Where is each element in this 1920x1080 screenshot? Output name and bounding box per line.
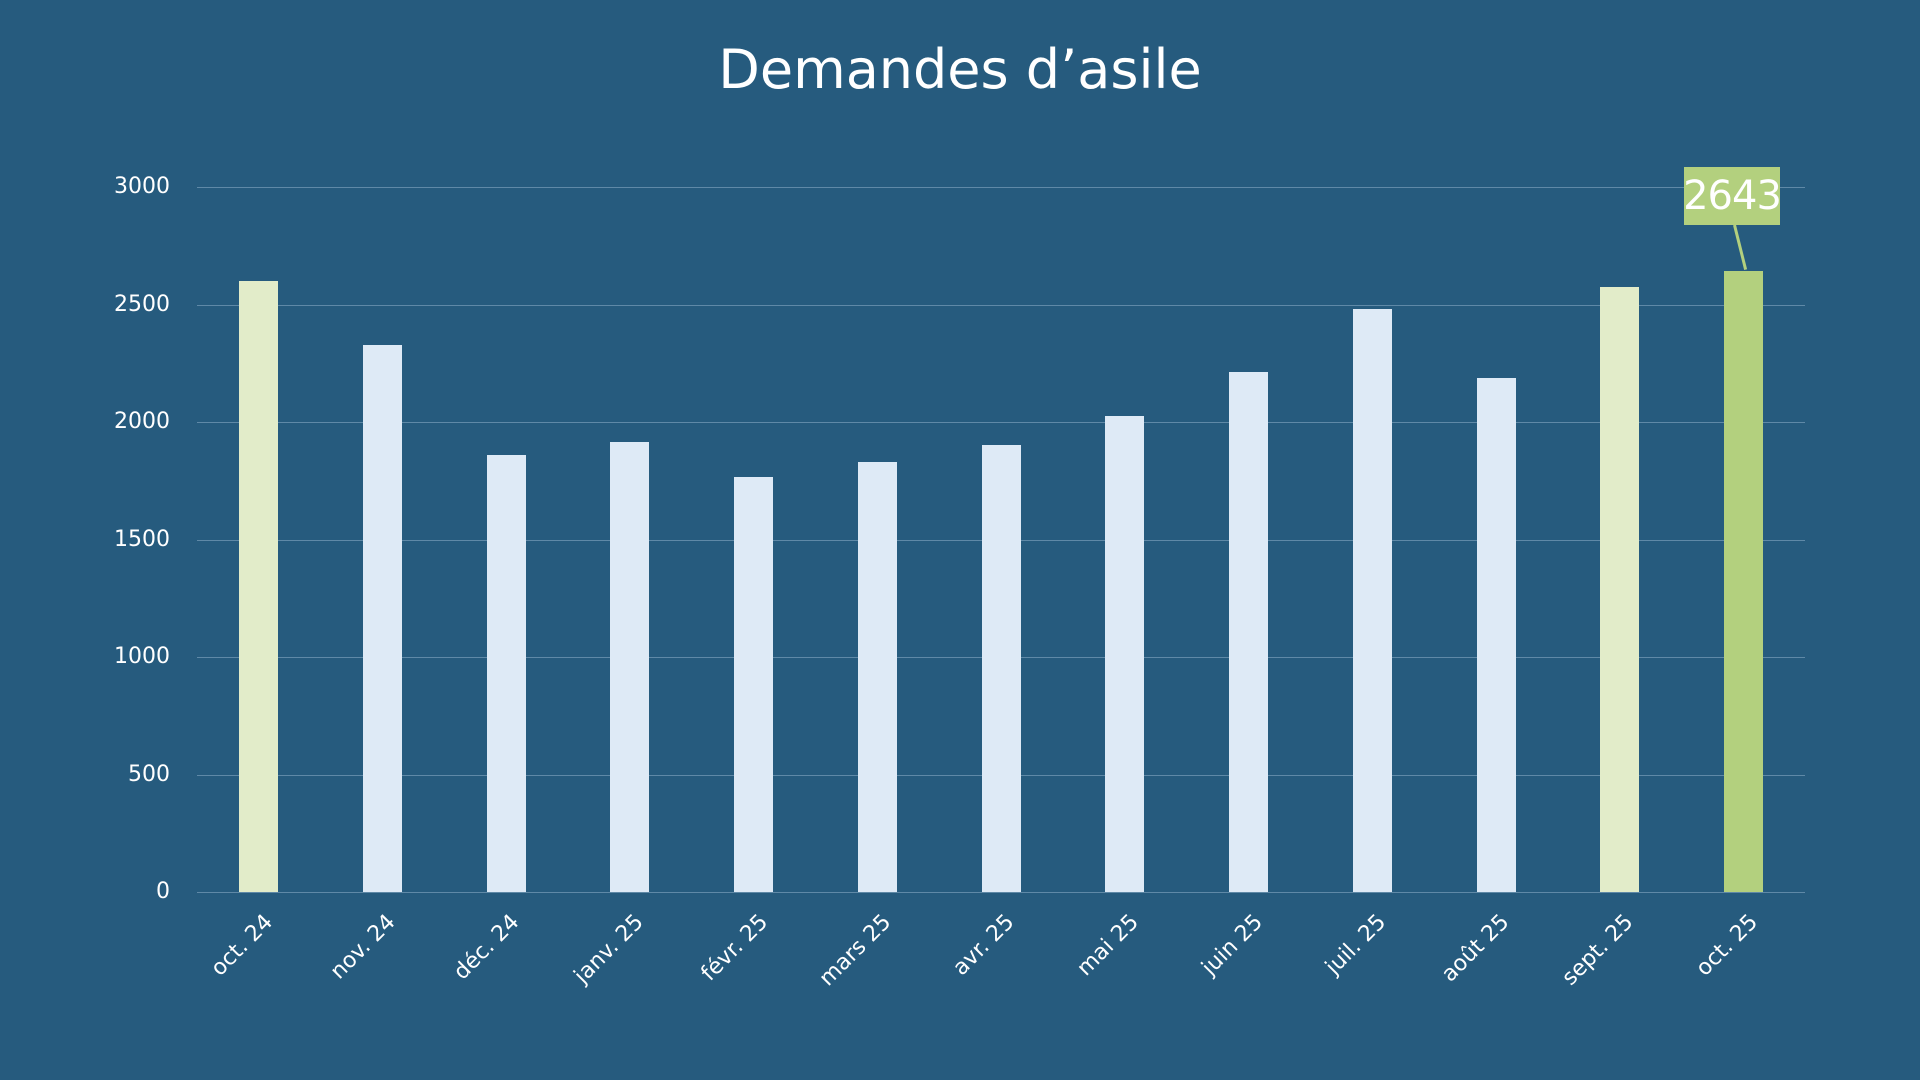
gridline	[197, 305, 1805, 306]
gridline	[197, 187, 1805, 188]
bar	[239, 281, 278, 892]
x-tick-label: oct. 25	[1690, 909, 1763, 982]
x-tick-label: juin 25	[1196, 909, 1268, 981]
y-tick-label: 3000	[114, 174, 170, 199]
bar	[858, 462, 897, 892]
bar	[1105, 416, 1144, 892]
y-tick-label: 1000	[114, 644, 170, 669]
gridline	[197, 422, 1805, 423]
bar	[610, 442, 649, 892]
x-tick-label: févr. 25	[696, 909, 773, 987]
bar	[1229, 372, 1268, 892]
x-tick-label: janv. 25	[569, 909, 649, 989]
bar	[1477, 378, 1516, 892]
bar	[1724, 271, 1763, 892]
y-tick-label: 2000	[114, 409, 170, 434]
gridline	[197, 892, 1805, 893]
x-tick-label: mars 25	[814, 909, 897, 992]
x-tick-label: août 25	[1436, 909, 1515, 988]
y-tick-label: 2500	[114, 292, 170, 317]
x-tick-label: déc. 24	[449, 909, 525, 986]
bar	[982, 445, 1021, 892]
x-tick-label: juil. 25	[1321, 909, 1392, 980]
bar	[1600, 287, 1639, 892]
y-tick-label: 1500	[114, 527, 170, 552]
bar	[363, 345, 402, 892]
y-tick-label: 0	[156, 879, 170, 904]
bar	[734, 477, 773, 892]
x-tick-label: nov. 24	[326, 909, 401, 985]
value-callout: 2643	[1683, 167, 1782, 225]
x-tick-label: avr. 25	[948, 909, 1020, 981]
x-tick-label: mai 25	[1072, 909, 1144, 982]
y-tick-label: 500	[128, 762, 170, 787]
chart-title: Demandes d’asile	[718, 38, 1202, 101]
x-tick-label: oct. 24	[205, 909, 278, 982]
bar	[1353, 309, 1392, 892]
bar	[487, 455, 526, 892]
callout-value: 2643	[1683, 173, 1782, 219]
x-tick-label: sept. 25	[1557, 909, 1639, 991]
